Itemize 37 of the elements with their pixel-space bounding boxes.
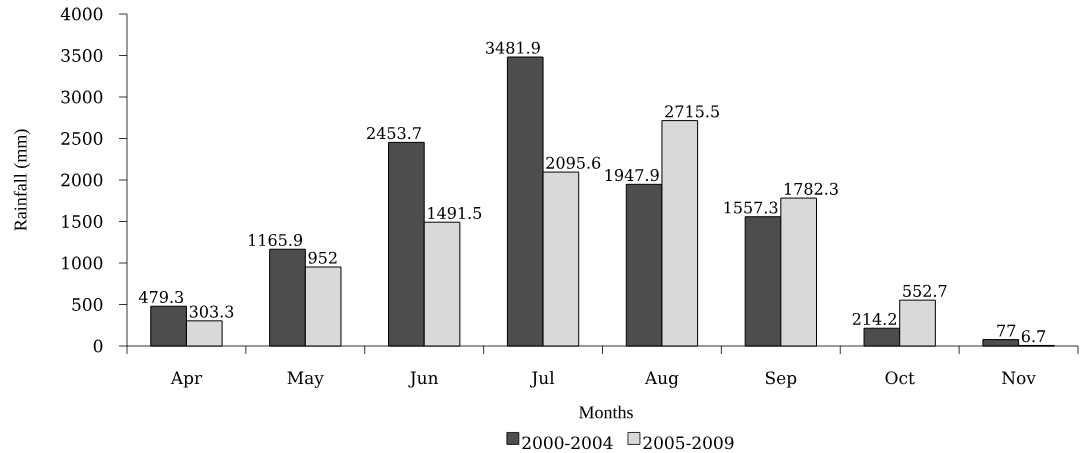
x-tick-label: Sep bbox=[765, 371, 797, 388]
y-tick-label: 4000 bbox=[60, 7, 103, 21]
data-label: 77 bbox=[997, 324, 1016, 337]
y-tick-label: 1500 bbox=[62, 215, 103, 228]
data-label: 6.7 bbox=[1021, 330, 1046, 343]
y-tick-label: 0 bbox=[93, 339, 103, 353]
y-tick-label: 2000 bbox=[61, 173, 103, 187]
data-label: 2095.6 bbox=[546, 156, 601, 169]
data-label: 1165.9 bbox=[249, 233, 303, 247]
y-tick-label: 500 bbox=[72, 298, 103, 311]
x-tick-label: Apr bbox=[170, 371, 203, 388]
data-label: 3481.9 bbox=[486, 41, 540, 54]
y-axis-title: Rainfall (mm) bbox=[13, 129, 31, 231]
x-tick-label: Oct bbox=[885, 371, 915, 385]
y-tick-label: 3000 bbox=[61, 90, 103, 104]
data-label: 479.3 bbox=[138, 290, 184, 304]
data-label: 2453.7 bbox=[367, 127, 421, 140]
x-tick-label: Nov bbox=[1002, 371, 1036, 385]
x-tick-label: May bbox=[287, 371, 324, 388]
data-label: 2715.5 bbox=[665, 105, 719, 118]
x-tick-label: Jul bbox=[530, 371, 555, 388]
legend-label: 2000-2004 bbox=[522, 436, 613, 450]
y-tick-label: 2500 bbox=[61, 132, 103, 145]
y-tick-label: 1000 bbox=[62, 256, 103, 270]
data-label: 214.2 bbox=[852, 312, 896, 326]
x-tick-label: Jun bbox=[408, 371, 439, 388]
data-label: 1491.5 bbox=[428, 206, 482, 220]
data-label: 552.7 bbox=[903, 284, 947, 297]
x-axis-title: Months bbox=[579, 405, 633, 419]
data-label: 1947.9 bbox=[605, 169, 659, 182]
legend-label: 2005-2009 bbox=[643, 436, 734, 450]
data-label: 1557.3 bbox=[724, 201, 778, 214]
y-tick-label: 3500 bbox=[61, 49, 103, 62]
data-label: 1782.3 bbox=[784, 182, 838, 195]
data-label: 303.3 bbox=[189, 305, 234, 318]
data-label: 952 bbox=[308, 251, 337, 264]
x-tick-label: Aug bbox=[644, 371, 679, 388]
